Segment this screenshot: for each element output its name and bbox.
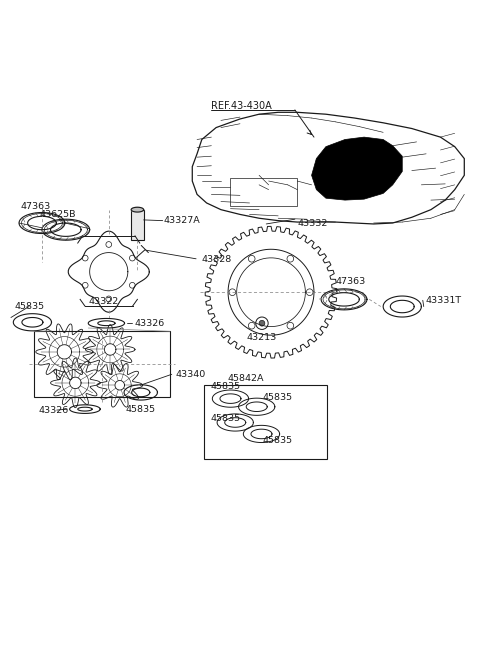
Text: 45835: 45835 — [210, 414, 240, 423]
Bar — [204, 385, 327, 459]
Text: 43332: 43332 — [297, 220, 328, 228]
Bar — [230, 178, 297, 206]
Text: 43340: 43340 — [176, 370, 206, 379]
Bar — [34, 331, 170, 397]
Text: 45835: 45835 — [210, 382, 240, 391]
Circle shape — [259, 320, 265, 326]
Text: 45835: 45835 — [15, 302, 45, 311]
Text: 45835: 45835 — [263, 393, 293, 401]
Text: 43322: 43322 — [89, 297, 119, 306]
Text: 45842A: 45842A — [228, 374, 264, 382]
Text: 43331T: 43331T — [425, 296, 461, 305]
Polygon shape — [131, 207, 144, 212]
Text: 43213: 43213 — [247, 333, 277, 342]
Text: 43328: 43328 — [202, 255, 232, 264]
Text: 47363: 47363 — [336, 277, 366, 286]
Text: 43326: 43326 — [134, 319, 164, 328]
Text: 45835: 45835 — [263, 436, 293, 445]
Text: 47363: 47363 — [21, 202, 51, 211]
Bar — [131, 210, 144, 239]
Text: 43327A: 43327A — [164, 216, 200, 225]
Text: 43625B: 43625B — [39, 210, 76, 219]
Text: 43326: 43326 — [38, 405, 69, 415]
Text: REF.43-430A: REF.43-430A — [211, 101, 272, 111]
Text: 45835: 45835 — [126, 405, 156, 415]
Polygon shape — [312, 137, 402, 200]
